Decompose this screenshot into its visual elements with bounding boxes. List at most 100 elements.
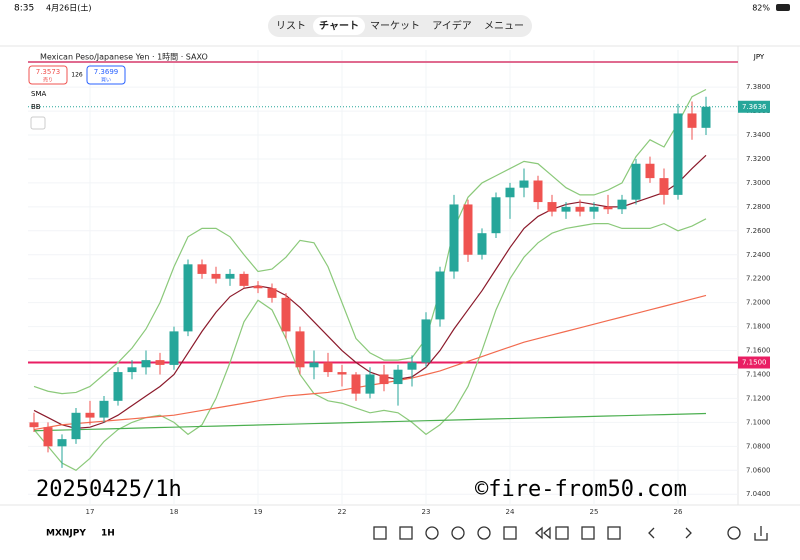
x-tick-label: 23 [422, 508, 431, 516]
candle-body [463, 204, 473, 255]
candle-body [617, 199, 627, 210]
last-price-bg [738, 100, 770, 113]
x-tick-label: 19 [254, 508, 263, 516]
tool-icon[interactable] [581, 526, 595, 540]
candle-body [449, 204, 459, 272]
candle-body [197, 264, 207, 274]
y-tick-label: 7.3800 [746, 83, 771, 91]
candle-body [113, 372, 123, 401]
candle-body [393, 369, 403, 385]
tool-icon[interactable] [373, 526, 387, 540]
tool-icon[interactable] [754, 526, 768, 541]
collapse-button[interactable] [30, 116, 46, 130]
candle-body [295, 331, 305, 368]
indicator-line [33, 412, 707, 432]
tool-icon[interactable] [648, 527, 692, 539]
candle-body [57, 439, 67, 447]
y-tick-label: 7.3000 [746, 179, 771, 187]
candle-body [323, 362, 333, 373]
candle-body [365, 374, 375, 394]
battery-icon [776, 4, 790, 11]
x-tick-label: 18 [170, 508, 179, 516]
tab[interactable]: メニュー [484, 21, 524, 32]
candle-body [43, 427, 53, 447]
candle-body [253, 285, 263, 289]
candle-body [673, 113, 683, 195]
interval[interactable]: 1H [101, 529, 115, 539]
tool-icon[interactable] [727, 526, 741, 540]
currency: JPY [753, 53, 765, 61]
y-tick-label: 7.1400 [746, 370, 771, 378]
y-tick-label: 7.0800 [746, 442, 771, 450]
toolbar [373, 526, 768, 541]
x-tick-label: 25 [590, 508, 599, 516]
candle-body [435, 271, 445, 320]
y-tick-label: 7.1200 [746, 394, 771, 402]
candle-body [491, 197, 501, 234]
candle-body [533, 180, 543, 203]
candle-body [659, 178, 669, 195]
indicator[interactable]: SMA [31, 90, 46, 98]
candle-body [379, 374, 389, 385]
tool-icon[interactable] [555, 526, 569, 540]
symbol[interactable]: MXNJPY [46, 529, 86, 539]
candle-body [701, 106, 711, 128]
y-tick-label: 7.2800 [746, 203, 771, 211]
x-tick-label: 22 [338, 508, 347, 516]
tool-icon[interactable] [534, 526, 551, 540]
spread: 126 [71, 72, 83, 79]
buy-price: 7.3699 [94, 68, 119, 76]
x-tick-label: 26 [674, 508, 683, 516]
candle-body [645, 163, 655, 179]
tool-icon[interactable] [451, 526, 465, 540]
tab[interactable]: マーケット [370, 20, 420, 32]
indicator-line [33, 88, 707, 395]
candle-body [239, 273, 249, 286]
tool-icon[interactable] [399, 526, 413, 540]
tab[interactable]: アイデア [432, 19, 472, 32]
candle-body [477, 233, 487, 255]
candle-body [575, 206, 585, 212]
candle-body [631, 163, 641, 200]
candle-body [169, 331, 179, 365]
buy-box[interactable] [86, 65, 126, 85]
y-tick-label: 7.1600 [746, 347, 771, 355]
y-tick-label: 7.2200 [746, 275, 771, 283]
x-tick-label: 24 [506, 508, 515, 516]
chart-title: Mexican Peso/Japanese Yen · 1時間 · SAXO [40, 53, 208, 62]
candle-body [29, 422, 39, 428]
tool-icon[interactable] [607, 526, 621, 540]
tool-icon[interactable] [503, 526, 517, 540]
candle-body [141, 360, 151, 368]
plot: 7.0400 7.0600 7.0800 7.1000 7.1200 7.1400 7.16… [28, 50, 771, 516]
candle-body [561, 206, 571, 212]
y-tick-label: 7.1000 [746, 418, 771, 426]
candle-body [337, 372, 347, 375]
candle-body [281, 297, 291, 332]
last-price-label: 7.3636 [742, 103, 767, 111]
y-tick-label: 7.0600 [746, 466, 771, 474]
candle-body [547, 202, 557, 212]
tool-icon[interactable] [477, 526, 491, 540]
level-label: 7.1500 [742, 359, 767, 367]
candle-body [211, 273, 221, 279]
candle-body [127, 367, 137, 373]
tab[interactable]: チャート [319, 20, 359, 32]
candle-body [421, 319, 431, 363]
candle-body [519, 180, 529, 188]
buy-label: 買い [101, 78, 111, 84]
candle-body [589, 206, 599, 212]
indicator[interactable]: BB [31, 103, 41, 111]
candle-body [407, 362, 417, 370]
tool-icon[interactable] [425, 526, 439, 540]
candle-body [603, 206, 613, 210]
tab[interactable]: リスト [276, 21, 306, 32]
candle-body [267, 288, 277, 298]
y-tick-label: 7.3200 [746, 155, 771, 163]
candle-body [225, 273, 235, 279]
candle-body [309, 362, 319, 368]
sell-box[interactable] [28, 65, 68, 85]
status-battery: 82% [752, 4, 770, 13]
